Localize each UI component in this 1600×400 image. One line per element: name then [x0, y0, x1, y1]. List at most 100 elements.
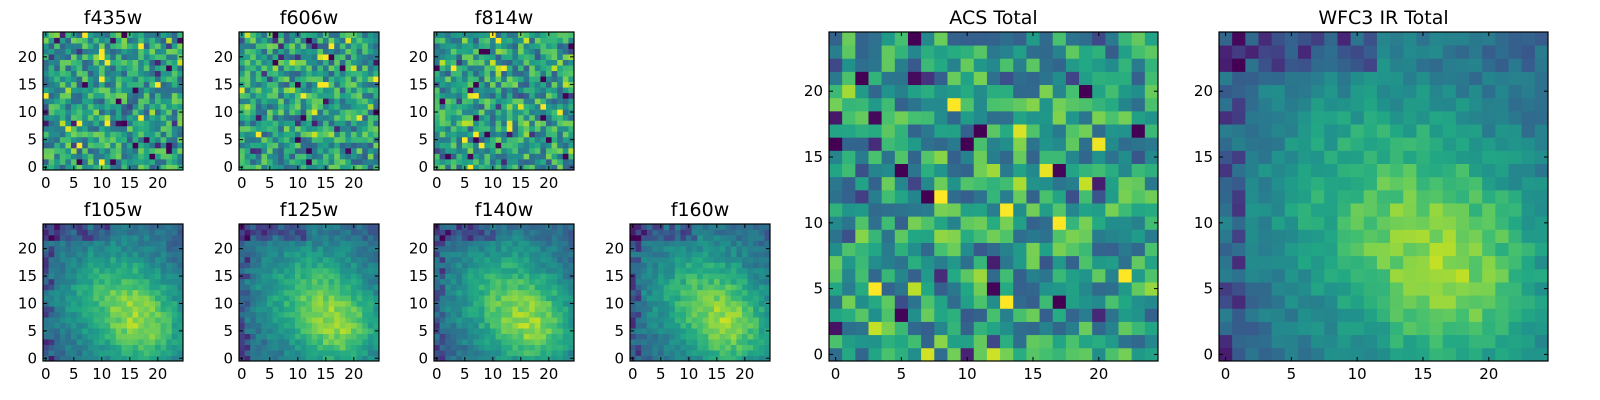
heatmap-cell — [467, 65, 474, 72]
heatmap-cell — [311, 300, 318, 307]
heatmap-cell — [104, 339, 111, 345]
heatmap-cell — [261, 245, 268, 252]
heatmap-cell — [99, 256, 105, 263]
heatmap-cell — [239, 120, 245, 127]
heatmap-cell — [300, 120, 307, 127]
heatmap-cell — [121, 322, 128, 329]
heatmap-cell — [255, 224, 262, 230]
heatmap-cell — [484, 344, 491, 351]
heatmap-cell — [351, 37, 357, 44]
heatmap-cell — [166, 65, 173, 72]
heatmap-cell — [714, 229, 720, 236]
heatmap-cell — [702, 333, 709, 340]
heatmap-cell — [719, 267, 726, 274]
heatmap-cell — [362, 92, 369, 99]
heatmap-cell — [445, 65, 452, 72]
heatmap-cell — [250, 81, 257, 88]
heatmap-cell — [523, 355, 530, 362]
heatmap-cell — [356, 87, 363, 94]
heatmap-cell — [171, 114, 178, 121]
heatmap-cell — [478, 54, 485, 60]
heatmap-cell — [551, 311, 558, 318]
heatmap-cell — [506, 251, 513, 258]
heatmap-cell — [973, 242, 988, 257]
heatmap-cell — [323, 98, 329, 105]
heatmap-cell — [450, 109, 457, 116]
heatmap-cell — [960, 255, 975, 270]
heatmap-cell — [540, 333, 547, 340]
heatmap-cell — [907, 282, 922, 296]
heatmap-cell — [445, 234, 452, 241]
heatmap-cell — [439, 70, 446, 77]
heatmap-cell — [501, 295, 508, 302]
heatmap-cell — [894, 216, 909, 230]
heatmap-cell — [702, 273, 709, 280]
heatmap-cell — [495, 273, 502, 280]
heatmap-cell — [501, 339, 508, 345]
heatmap-cell — [317, 92, 324, 99]
heatmap-cell — [244, 333, 251, 340]
heatmap-cell — [351, 350, 357, 356]
heatmap-cell — [71, 328, 77, 334]
heatmap-cell — [518, 87, 524, 94]
heatmap-cell — [445, 333, 452, 340]
heatmap-cell — [725, 240, 732, 247]
heatmap-cell — [1026, 268, 1040, 283]
heatmap-cell — [244, 164, 251, 171]
heatmap-cell — [345, 284, 352, 291]
heatmap-cell — [339, 229, 346, 236]
heatmap-cell — [76, 262, 83, 269]
heatmap-cell — [171, 37, 178, 44]
heatmap-cell — [345, 81, 352, 88]
heatmap-cell — [351, 262, 357, 269]
heatmap-cell — [110, 328, 117, 334]
heatmap-cell — [456, 295, 463, 302]
heatmap-cell — [351, 43, 357, 49]
heatmap-cell — [328, 350, 335, 356]
heatmap-cell — [289, 81, 296, 88]
heatmap-cell — [328, 234, 335, 241]
heatmap-cell — [764, 344, 771, 351]
heatmap-cell — [868, 242, 883, 257]
heatmap-cell — [652, 267, 659, 274]
heatmap-cell — [177, 240, 184, 247]
heatmap-cell — [149, 153, 156, 160]
heatmap-cell — [456, 289, 463, 296]
heatmap-cell — [149, 256, 156, 263]
heatmap-cell — [104, 43, 111, 49]
heatmap-cell — [300, 273, 307, 280]
heatmap-cell — [719, 322, 726, 329]
heatmap-cell — [495, 164, 502, 171]
heatmap-cell — [490, 344, 496, 351]
heatmap-cell — [121, 289, 128, 296]
heatmap-cell — [339, 65, 346, 72]
heatmap-cell — [450, 81, 457, 88]
y-tick-label: 0 — [223, 349, 233, 367]
heatmap-cell — [736, 278, 743, 285]
heatmap-cell — [255, 54, 262, 60]
heatmap-cell — [529, 245, 536, 252]
heatmap-cell — [239, 344, 245, 351]
heatmap-cell — [323, 267, 329, 274]
heatmap-cell — [311, 131, 318, 138]
heatmap-cell — [462, 339, 468, 345]
heatmap-cell — [104, 350, 111, 356]
heatmap-cell — [506, 256, 513, 263]
heatmap-cell — [669, 273, 676, 280]
heatmap-cell — [65, 344, 72, 351]
heatmap-cell — [445, 59, 452, 66]
heatmap-cell — [356, 256, 363, 263]
heatmap-cell — [166, 164, 173, 171]
heatmap-cell — [311, 120, 318, 127]
heatmap-cell — [562, 284, 569, 291]
heatmap-cell — [658, 295, 664, 302]
heatmap-cell — [462, 262, 468, 269]
heatmap-cell — [518, 350, 524, 356]
heatmap-cell — [295, 81, 301, 88]
heatmap-cell — [323, 65, 329, 72]
heatmap-cell — [506, 32, 513, 38]
heatmap-cell — [1105, 203, 1119, 217]
heatmap-cell — [267, 125, 273, 132]
heatmap-cell — [373, 229, 380, 236]
heatmap-cell — [351, 339, 357, 345]
